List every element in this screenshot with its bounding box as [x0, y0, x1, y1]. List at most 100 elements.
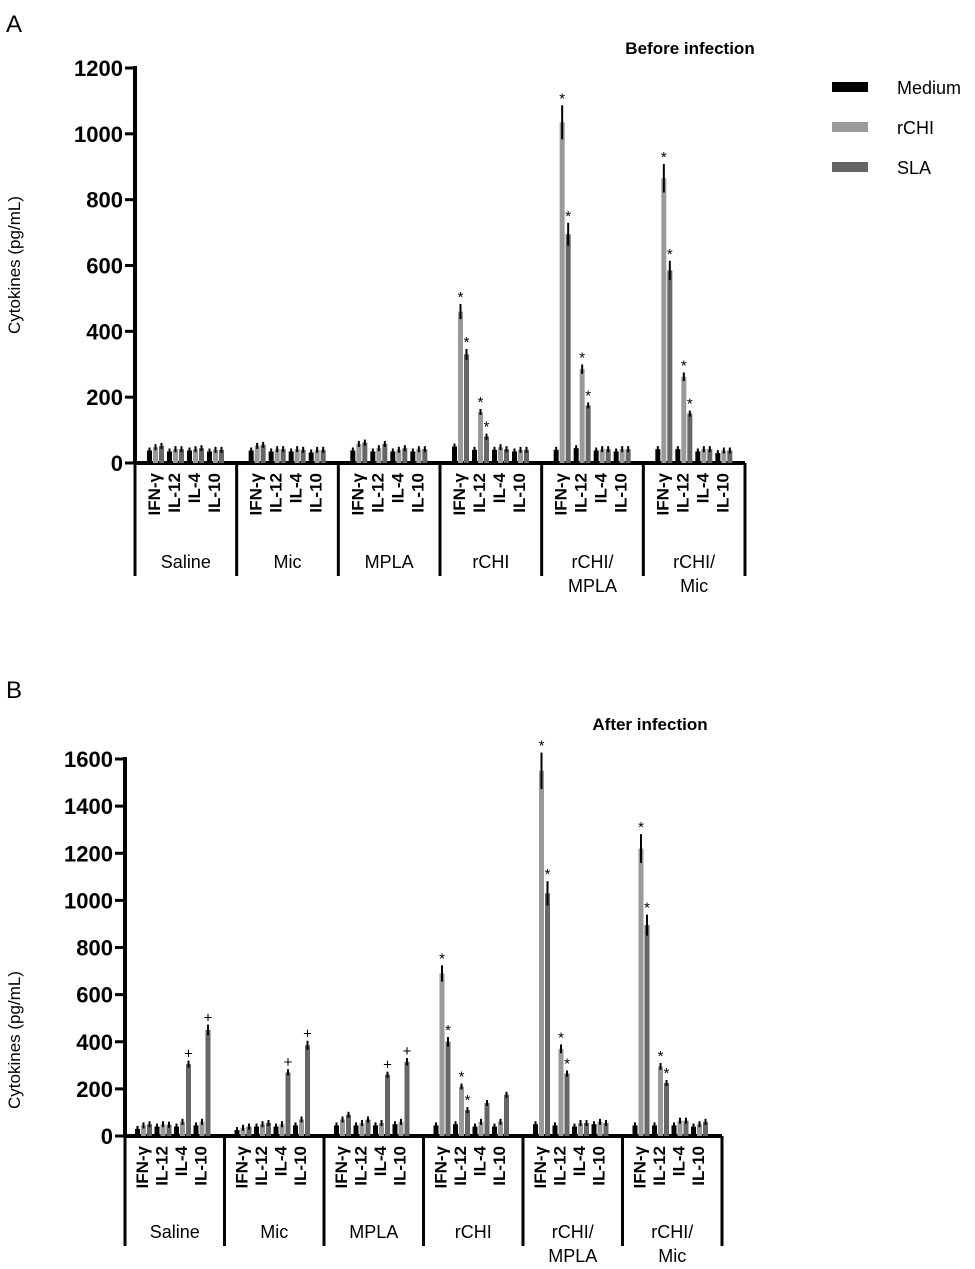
panel-label-b: B	[6, 677, 22, 704]
significance-marker: *	[445, 1022, 451, 1039]
bar-medium	[632, 1125, 638, 1136]
x-tick-label: IL-4	[570, 1145, 589, 1176]
bar-sla	[166, 1124, 172, 1136]
x-tick-label: IFN-γ	[552, 472, 571, 515]
bar-sla	[404, 1061, 410, 1136]
bar-medium	[453, 1124, 458, 1136]
bar-sla	[266, 1123, 271, 1136]
bar-rchi	[599, 449, 605, 463]
significance-marker: *	[638, 819, 644, 836]
legend-label-rchi: rCHI	[897, 118, 934, 138]
x-tick-label: IFN-γ	[348, 472, 367, 515]
bar-medium	[671, 1125, 677, 1136]
bar-medium	[691, 1126, 696, 1136]
x-tick-label: IL-10	[510, 473, 529, 513]
group-label: Mic	[260, 1222, 288, 1242]
y-tick-label: 200	[76, 1077, 113, 1102]
x-tick-label: IL-10	[689, 1146, 708, 1186]
bar-rchi	[359, 1123, 365, 1136]
bar-sla	[179, 449, 184, 463]
significance-marker: *	[664, 1065, 670, 1082]
bar-rchi	[398, 1121, 404, 1136]
bar-medium	[293, 1125, 298, 1136]
x-tick-label: IL-4	[272, 1145, 291, 1176]
bar-medium	[350, 450, 356, 463]
y-axis-label-a: Cytokines (pg/mL)	[5, 196, 24, 334]
bar-rchi	[681, 376, 687, 463]
x-tick-label: IL-10	[291, 1146, 310, 1186]
x-tick-label: IL-10	[612, 473, 631, 513]
legend-label-sla: SLA	[897, 158, 931, 178]
bar-rchi	[539, 770, 544, 1136]
group-label: MPLA	[568, 576, 617, 596]
bar-sla	[644, 925, 650, 1136]
bar-medium	[187, 450, 192, 463]
chart-title-a: Before infection	[625, 39, 754, 58]
bar-sla	[382, 443, 388, 463]
bar-sla	[524, 449, 529, 463]
bar-medium	[675, 449, 681, 463]
x-tick-label: IL-12	[673, 473, 692, 513]
y-tick-label: 1600	[64, 747, 113, 772]
bar-sla	[484, 1103, 490, 1136]
y-tick-label: 0	[111, 451, 123, 476]
bar-sla	[687, 413, 693, 463]
group-label: rCHI/	[572, 552, 614, 572]
group-label: Mic	[658, 1246, 686, 1264]
bar-rchi	[459, 1086, 464, 1136]
group-label: rCHI/	[673, 552, 715, 572]
significance-marker: +	[403, 1043, 412, 1060]
x-tick-label: IL-12	[551, 1146, 570, 1186]
x-tick-label: IL-4	[185, 472, 204, 503]
x-tick-label: IL-10	[490, 1146, 509, 1186]
bar-rchi	[299, 1119, 304, 1136]
bar-rchi	[199, 1121, 205, 1136]
bar-medium	[715, 453, 721, 463]
bar-rchi	[294, 449, 300, 463]
legend-swatch-medium	[832, 82, 868, 92]
significance-marker: *	[439, 950, 445, 967]
bar-rchi	[478, 411, 483, 463]
x-tick-label: IL-10	[590, 1146, 609, 1186]
bar-medium	[492, 449, 497, 463]
x-tick-label: IFN-γ	[432, 1145, 451, 1188]
bar-rchi	[619, 449, 625, 463]
bar-rchi	[379, 1123, 384, 1136]
bar-rchi	[458, 311, 463, 463]
significance-marker: *	[658, 1048, 664, 1065]
bar-sla	[603, 1123, 609, 1136]
bar-rchi	[416, 449, 422, 463]
significance-marker: *	[478, 394, 484, 411]
significance-marker: *	[661, 149, 667, 166]
bar-sla	[246, 1126, 252, 1136]
bar-rchi	[559, 122, 565, 463]
bar-sla	[585, 405, 591, 463]
bar-sla	[584, 1123, 589, 1136]
bar-rchi	[721, 450, 727, 463]
significance-marker: *	[459, 1069, 465, 1086]
bar-medium	[135, 1128, 140, 1136]
bar-medium	[492, 1126, 497, 1136]
significance-marker: +	[184, 1046, 193, 1063]
bar-medium	[573, 448, 579, 463]
bar-medium	[512, 451, 517, 463]
x-tick-label: IL-10	[713, 473, 732, 513]
group-label: Mic	[274, 552, 302, 572]
group-label: rCHI	[455, 1222, 492, 1242]
x-tick-label: IL-12	[252, 1146, 271, 1186]
bar-medium	[288, 451, 294, 463]
x-tick-label: IL-12	[368, 473, 387, 513]
y-tick-label: 800	[76, 936, 113, 961]
y-tick-label: 400	[86, 319, 123, 344]
x-tick-label: IL-10	[408, 473, 427, 513]
bar-medium	[147, 450, 152, 463]
bar-medium	[273, 1126, 279, 1136]
bar-sla	[205, 1029, 211, 1136]
bar-medium	[193, 1125, 199, 1136]
y-tick-label: 600	[76, 983, 113, 1008]
bar-rchi	[578, 1123, 583, 1136]
chart-title-b: After infection	[592, 715, 707, 734]
